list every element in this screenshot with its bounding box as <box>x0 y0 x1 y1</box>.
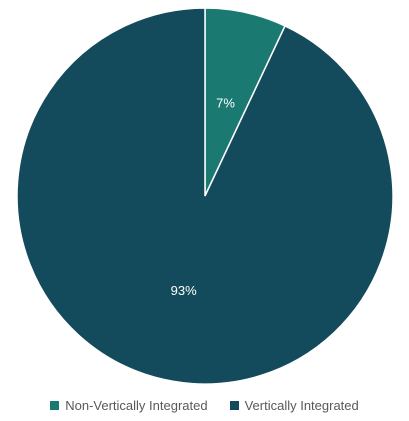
legend-label-non-vertically-integrated: Non-Vertically Integrated <box>65 398 208 413</box>
legend-swatch-vertically-integrated <box>229 401 239 410</box>
pie-slices <box>16 7 394 385</box>
legend: Non-Vertically Integrated Vertically Int… <box>0 398 409 413</box>
legend-label-vertically-integrated: Vertically Integrated <box>244 398 359 413</box>
data-label-non-vertically-integrated: 7% <box>216 96 235 111</box>
pie-slice-vertically-integrated <box>16 7 394 385</box>
legend-item-vertically-integrated: Vertically Integrated <box>229 398 359 413</box>
legend-item-non-vertically-integrated: Non-Vertically Integrated <box>50 398 208 413</box>
pie-labels: 7% 93% <box>171 96 236 298</box>
data-label-vertically-integrated: 93% <box>171 283 197 298</box>
legend-swatch-non-vertically-integrated <box>50 401 60 410</box>
